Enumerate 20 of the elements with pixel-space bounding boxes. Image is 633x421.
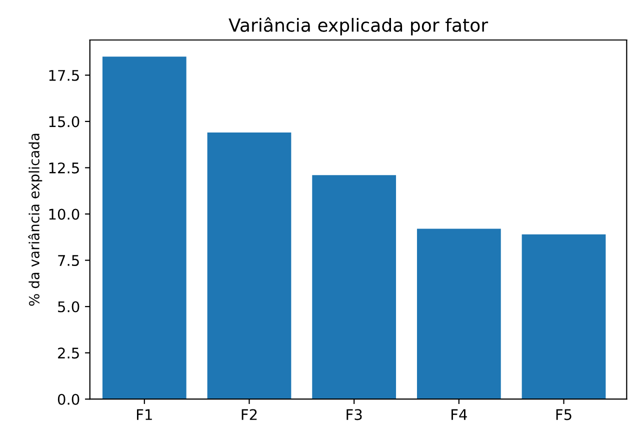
y-axis-title: % da variância explicada xyxy=(28,134,42,306)
bar xyxy=(102,56,186,400)
y-tick-label: 17.5 xyxy=(49,70,79,81)
x-tick-label: F2 xyxy=(242,409,257,420)
y-tick-label: 12.5 xyxy=(49,162,79,174)
x-tick-label: F1 xyxy=(137,409,152,420)
chart-title: Variância explicada por fator xyxy=(228,17,488,36)
y-tick-label: 5.0 xyxy=(58,301,80,312)
y-tick-label: 2.5 xyxy=(58,348,79,359)
y-tick-label: 0.0 xyxy=(58,394,80,405)
bar xyxy=(416,228,501,400)
x-tick-label: F4 xyxy=(452,409,467,420)
y-tick-label: 15.0 xyxy=(49,116,80,128)
y-tick-label: 10.0 xyxy=(49,208,80,220)
bar xyxy=(312,175,396,400)
bar xyxy=(522,234,606,400)
bar xyxy=(207,132,292,400)
x-tick-label: F3 xyxy=(346,409,362,420)
x-tick-label: F5 xyxy=(556,409,572,420)
y-tick-label: 7.5 xyxy=(58,255,79,266)
